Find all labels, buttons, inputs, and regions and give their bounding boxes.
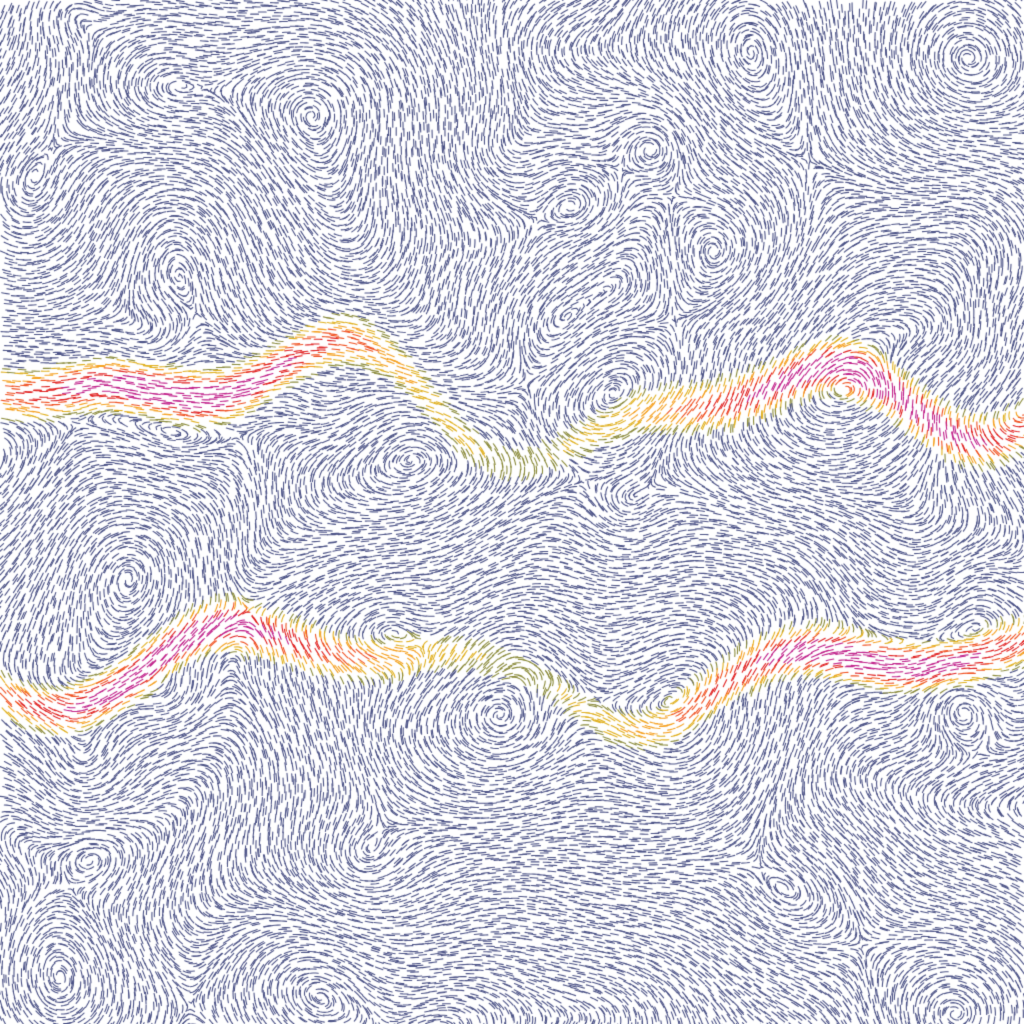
flow-field-canvas xyxy=(0,0,1024,1024)
flow-visualization xyxy=(0,0,1024,1024)
